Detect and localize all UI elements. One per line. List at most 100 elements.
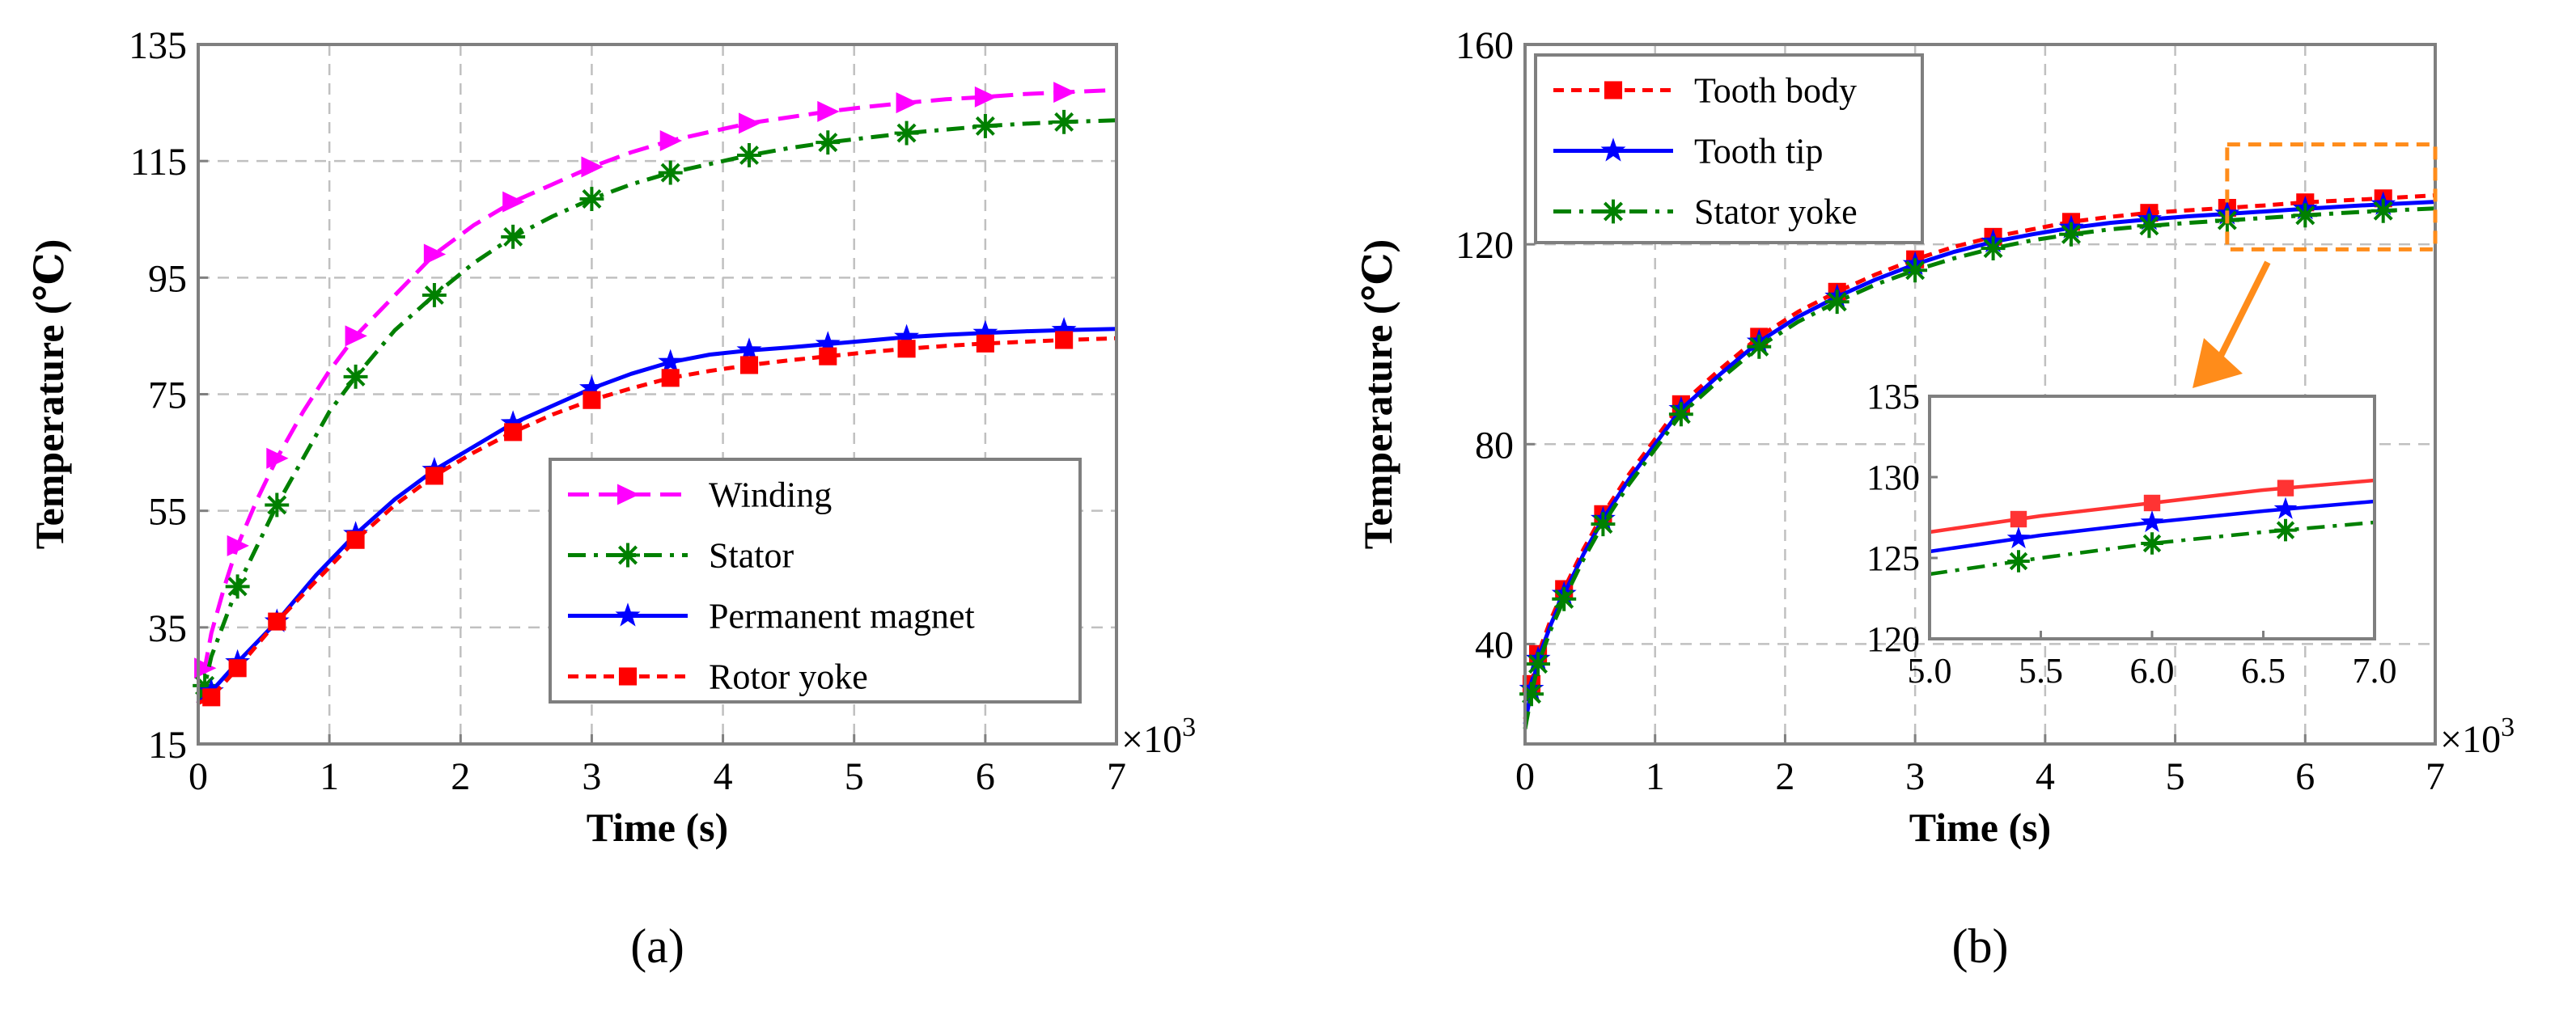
series-stator-yoke-line (1523, 206, 2436, 729)
series-rotor-yoke-marker (504, 423, 523, 442)
y-tick-label: 135 (129, 24, 187, 67)
x-tick-label: 7 (1107, 755, 1126, 798)
x-tick-label: 0 (1515, 755, 1535, 798)
inset-series-tooth-tip-marker (2273, 497, 2298, 519)
series-permanent-magnet-marker (894, 323, 919, 348)
legend-marker (617, 484, 640, 505)
inset-series-tooth-tip-marker (2140, 510, 2164, 533)
series-winding-marker (581, 156, 604, 178)
series-winding-marker (659, 129, 683, 151)
inset-series-tooth-tip-marker (2006, 526, 2031, 549)
series-stator-yoke-marker (2371, 198, 2396, 223)
y-tick-label: 35 (148, 607, 187, 650)
series-winding-marker (817, 100, 840, 122)
legend-marker (1601, 199, 1625, 224)
x-tick-label: 1 (320, 755, 339, 798)
series-stator-line (196, 118, 1117, 704)
zoom-arrow-shaft (2214, 260, 2271, 366)
x-axis-title: Time (s) (587, 805, 728, 850)
x-tick-label: 6 (976, 755, 995, 798)
legend-entry-label: Winding (709, 475, 832, 515)
series-permanent-magnet-marker (815, 331, 841, 355)
series-stator-marker (343, 364, 368, 389)
x-tick-label: 1 (1646, 755, 1665, 798)
series-permanent-magnet-marker (972, 319, 998, 344)
y-tick-label: 160 (1455, 24, 1514, 67)
series-rotor-yoke-marker (346, 530, 365, 549)
x-tick-label: 0 (189, 755, 208, 798)
y-tick-label: 115 (130, 141, 187, 184)
series-rotor-yoke-marker (661, 369, 680, 387)
legend-marker (1604, 81, 1623, 99)
x-multiplier-base: ×10 (1121, 718, 1182, 761)
x-tick-label: 4 (714, 755, 733, 798)
inset-y-tick-label: 125 (1866, 539, 1920, 578)
panel-label: (a) (630, 919, 684, 973)
legend-marker (615, 602, 641, 627)
inset-series-stator-yoke-marker (2141, 532, 2163, 555)
y-tick-label: 80 (1475, 424, 1514, 467)
series-stator-yoke-marker (2059, 222, 2083, 247)
series-stator-marker (658, 160, 683, 185)
series-rotor-yoke-marker (202, 688, 221, 707)
series-rotor-yoke-marker (976, 334, 994, 353)
y-tick-label: 95 (148, 257, 187, 300)
plot-frame (197, 43, 1118, 746)
inset-series-stator-yoke-marker (2007, 550, 2030, 573)
series-stator-yoke-marker (2293, 203, 2318, 228)
series-winding-marker (739, 112, 761, 134)
legend-entry-label: Stator yoke (1694, 192, 1858, 232)
x-tick-label: 4 (2036, 755, 2055, 798)
series-stator-yoke-marker (1591, 512, 1616, 537)
inset-x-tick-label: 6.0 (2130, 651, 2175, 691)
series-stator-yoke-marker (1519, 682, 1544, 707)
series-winding-marker (974, 86, 998, 108)
series-winding-marker (227, 535, 249, 556)
x-multiplier-label: ×103 (2440, 712, 2515, 761)
x-tick-label: 2 (1775, 755, 1794, 798)
series-stator-yoke-marker (1552, 586, 1577, 611)
x-multiplier-label: ×103 (1121, 712, 1196, 761)
series-winding-marker (266, 447, 289, 469)
series-permanent-magnet-line (197, 327, 1117, 705)
series-rotor-yoke-marker (228, 659, 247, 678)
x-tick-label: 3 (582, 755, 601, 798)
x-tick-label: 5 (2166, 755, 2185, 798)
series-tooth-body-line (1523, 193, 2436, 720)
legend-marker (618, 667, 638, 686)
inset-y-tick-label: 130 (1866, 458, 1920, 497)
series-stator-yoke-marker (1747, 334, 1772, 359)
x-multiplier-exponent: 3 (2501, 712, 2515, 742)
series-stator-yoke-marker (1668, 402, 1693, 427)
chart-panel-a: 0 1 2 3 4 5 6 7 15 35 55 75 95 115 135 Winding Stator Per… (27, 24, 1196, 973)
series-rotor-yoke-marker (268, 612, 286, 631)
series-permanent-magnet-marker (736, 337, 762, 361)
inset-x-tick-label: 7.0 (2353, 651, 2397, 691)
series-permanent-magnet-marker (579, 375, 604, 399)
series-rotor-yoke-marker (425, 467, 443, 485)
series-stator-marker (265, 492, 290, 518)
series-stator-marker (894, 120, 919, 146)
series-rotor-yoke-line (197, 336, 1117, 705)
legend-entry-label: Stator (709, 536, 794, 576)
inset-x-tick-label: 5.5 (2019, 651, 2063, 691)
y-tick-label: 40 (1475, 623, 1514, 666)
series-stator-yoke-marker (1526, 652, 1550, 677)
series-rotor-yoke-marker (819, 347, 837, 366)
x-multiplier-exponent: 3 (1182, 712, 1196, 742)
series-winding-marker (896, 92, 918, 114)
series-winding-marker (502, 191, 525, 213)
series-rotor-yoke-marker (897, 340, 916, 358)
series-stator-yoke-marker (1903, 258, 1928, 283)
panel-label: (b) (1952, 919, 2009, 973)
series-stator-marker (225, 574, 250, 599)
series-stator-marker (422, 283, 447, 307)
zoom-box (2225, 142, 2438, 251)
series-tooth-tip-line (1523, 200, 2436, 725)
x-tick-label: 2 (451, 755, 470, 798)
legend-marker (616, 543, 640, 568)
y-tick-label: 120 (1455, 224, 1514, 267)
y-axis-title: Temperature (℃) (1355, 239, 1400, 549)
series-stator-yoke-marker (2137, 213, 2162, 239)
